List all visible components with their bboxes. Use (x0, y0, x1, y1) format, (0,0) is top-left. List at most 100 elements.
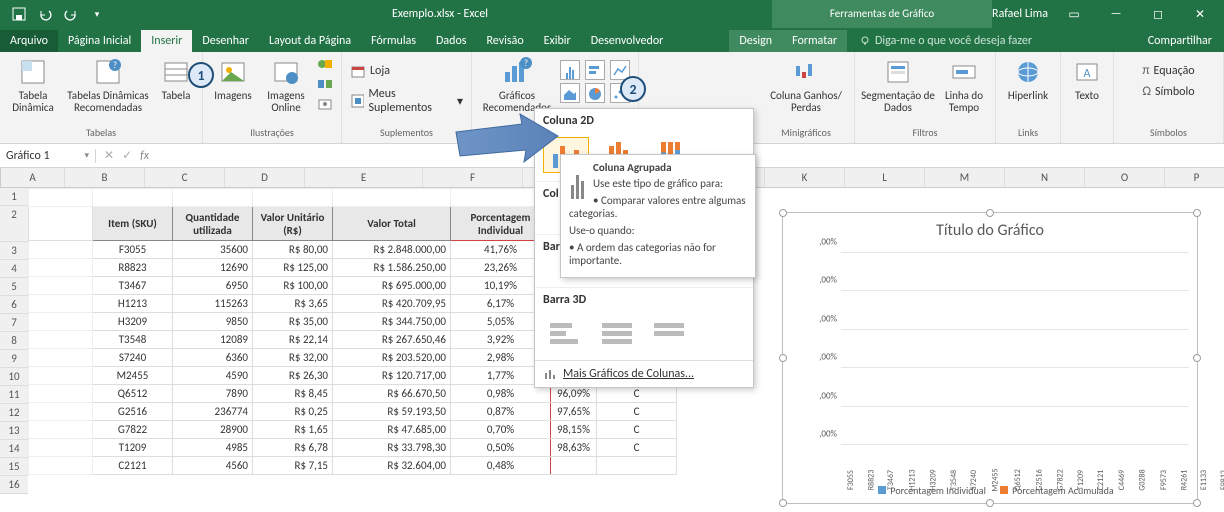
maximize-icon[interactable]: ◻ (1142, 7, 1174, 22)
table-header[interactable]: Valor Unitário (R$) (253, 207, 333, 241)
column-header[interactable]: K (765, 168, 845, 187)
cell[interactable]: 0,70% (451, 421, 551, 439)
cell[interactable]: 0,50% (451, 439, 551, 457)
tab-draw[interactable]: Desenhar (192, 30, 259, 52)
table-header[interactable]: Valor Total (333, 207, 451, 241)
cell[interactable]: R8823 (93, 259, 173, 277)
screenshot-icon[interactable] (315, 96, 335, 112)
row-header[interactable]: 4 (0, 260, 28, 278)
cell[interactable]: R$ 8,45 (253, 385, 333, 403)
column-header[interactable]: D (225, 168, 305, 187)
column-header[interactable]: N (1005, 168, 1085, 187)
row-header[interactable]: 13 (0, 422, 28, 440)
area-chart-icon[interactable] (560, 83, 580, 103)
row-header[interactable]: 15 (0, 458, 28, 476)
cell[interactable]: 6360 (173, 349, 253, 367)
table-header[interactable]: Item (SKU) (93, 207, 173, 241)
cell[interactable]: T3467 (93, 277, 173, 295)
column-chart-icon[interactable] (560, 60, 580, 80)
column-header[interactable]: F (423, 168, 523, 187)
tab-data[interactable]: Dados (426, 30, 476, 52)
cell[interactable]: R$ 66.670,50 (333, 385, 451, 403)
cell[interactable]: 28900 (173, 421, 253, 439)
equation-button[interactable]: π Equação (1140, 62, 1196, 79)
cell[interactable]: R$ 125,00 (253, 259, 333, 277)
row-header[interactable]: 8 (0, 332, 28, 350)
sparkline-winloss-button[interactable]: Coluna Ganhos/ Perdas (764, 56, 848, 114)
online-pictures-button[interactable]: Imagens Online (261, 56, 311, 114)
shapes-icon[interactable] (315, 56, 335, 72)
cell[interactable]: R$ 1.586.250,00 (333, 259, 451, 277)
3d-bar-thumb-3[interactable] (647, 316, 693, 348)
recommended-pivottables-button[interactable]: ?Tabelas Dinâmicas Recomendadas (64, 56, 152, 114)
row-header[interactable]: 7 (0, 314, 28, 332)
cell[interactable]: R$ 32,00 (253, 349, 333, 367)
row-header[interactable]: 10 (0, 368, 28, 386)
chart-title[interactable]: Título do Gráfico (783, 213, 1197, 240)
cell[interactable]: Q6512 (93, 385, 173, 403)
minimize-icon[interactable]: — (1100, 7, 1132, 21)
cell[interactable]: H1213 (93, 295, 173, 313)
tab-developer[interactable]: Desenvolvedor (581, 30, 674, 52)
row-header[interactable]: 16 (0, 476, 28, 494)
tab-chart-design[interactable]: Design (729, 30, 782, 52)
column-header[interactable]: P (1165, 168, 1224, 187)
cell[interactable]: R$ 35,00 (253, 313, 333, 331)
row-header[interactable]: 5 (0, 278, 28, 296)
cell[interactable]: T3548 (93, 331, 173, 349)
3d-bar-thumb-2[interactable] (595, 316, 641, 348)
my-addins-button[interactable]: Meus Suplementos ▾ (348, 86, 465, 116)
cell[interactable]: 4560 (173, 457, 253, 475)
row-header[interactable]: 11 (0, 386, 28, 404)
pivottable-button[interactable]: Tabela Dinâmica (6, 56, 60, 114)
column-header[interactable]: A (1, 168, 65, 187)
cell[interactable]: R$ 267.650,46 (333, 331, 451, 349)
cell[interactable]: 9850 (173, 313, 253, 331)
tab-chart-format[interactable]: Formatar (782, 30, 847, 52)
embedded-chart[interactable]: Título do Gráfico ,00%,00%,00%,00%,00%,0… (782, 212, 1198, 504)
cell[interactable]: R$ 2.848.000,00 (333, 241, 451, 259)
tab-formulas[interactable]: Fórmulas (361, 30, 426, 52)
cell[interactable]: R$ 47.685,00 (333, 421, 451, 439)
column-header[interactable]: B (65, 168, 145, 187)
cell[interactable]: S7240 (93, 349, 173, 367)
cell[interactable]: G2516 (93, 403, 173, 421)
cell[interactable]: R$ 100,00 (253, 277, 333, 295)
row-header[interactable]: 9 (0, 350, 28, 368)
cell[interactable]: R$ 6,78 (253, 439, 333, 457)
store-button[interactable]: Loja (348, 62, 392, 80)
fx-icon[interactable]: fx (140, 149, 149, 163)
tab-review[interactable]: Revisão (477, 30, 534, 52)
cell[interactable]: R$ 26,30 (253, 367, 333, 385)
cell[interactable]: R$ 3,65 (253, 295, 333, 313)
qat-customize-icon[interactable]: ▾ (86, 3, 108, 25)
cell[interactable]: R$ 33.798,30 (333, 439, 451, 457)
row-header[interactable]: 6 (0, 296, 28, 314)
pictures-button[interactable]: Imagens (209, 56, 257, 102)
cell[interactable]: 12690 (173, 259, 253, 277)
tell-me-search[interactable]: Diga-me o que você deseja fazer (859, 34, 1032, 52)
row-header[interactable]: 2 (0, 206, 28, 242)
table-header[interactable]: Quantidade utilizada (173, 207, 253, 241)
save-icon[interactable] (8, 3, 30, 25)
smartart-icon[interactable] (315, 76, 335, 92)
column-header[interactable]: E (305, 168, 423, 187)
bar-chart-icon[interactable] (585, 60, 605, 80)
tab-insert[interactable]: Inserir (141, 30, 192, 52)
tab-file[interactable]: Arquivo (0, 30, 58, 52)
undo-icon[interactable] (34, 3, 56, 25)
cell[interactable]: H3209 (93, 313, 173, 331)
cell[interactable]: R$ 120.717,00 (333, 367, 451, 385)
cell[interactable]: R$ 0,25 (253, 403, 333, 421)
cell[interactable]: 6950 (173, 277, 253, 295)
cell[interactable]: 7890 (173, 385, 253, 403)
cell[interactable]: 4985 (173, 439, 253, 457)
column-header[interactable]: M (925, 168, 1005, 187)
tab-home[interactable]: Página Inicial (58, 30, 141, 52)
cell[interactable]: F3055 (93, 241, 173, 259)
cell[interactable]: G7822 (93, 421, 173, 439)
cell[interactable]: R$ 420.709,95 (333, 295, 451, 313)
cell[interactable]: 115263 (173, 295, 253, 313)
name-box[interactable]: Gráfico 1▾ (0, 149, 96, 163)
cancel-formula-icon[interactable]: ✕ (104, 148, 114, 163)
